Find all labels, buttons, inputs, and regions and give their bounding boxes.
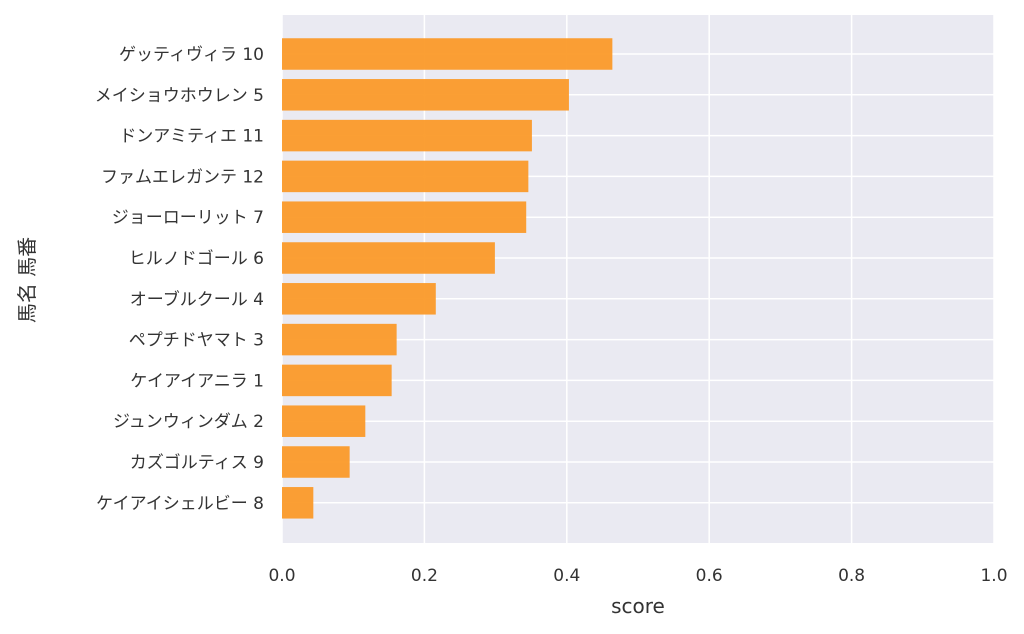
x-tick-label: 0.8 [838, 566, 865, 586]
bar [282, 364, 392, 397]
x-axis-title: score [611, 594, 665, 618]
bars [282, 38, 613, 519]
x-tick-label: 0.4 [553, 566, 580, 586]
bar [282, 79, 569, 111]
bar [282, 446, 350, 478]
category-label: ジュンウィンダム 2 [113, 412, 264, 432]
category-label: ジョーローリット 7 [112, 208, 264, 228]
bar [282, 283, 436, 315]
bar [282, 201, 527, 233]
category-label: ヒルノドゴール 6 [129, 248, 264, 269]
category-label: ファムエレガンテ 12 [101, 167, 264, 187]
category-label: ゲッティヴィラ 10 [119, 45, 264, 65]
x-tick-label: 0.2 [411, 566, 438, 586]
bar [282, 242, 495, 274]
x-tick-labels: 0.0 0.2 0.4 0.6 0.8 1.0 [268, 566, 1007, 586]
bar [282, 323, 397, 356]
category-label: ケイアイシェルビー 8 [96, 494, 264, 514]
bar [282, 38, 613, 70]
category-labels: ゲッティヴィラ 10 メイショウホウレン 5 ドンアミティエ 11 ファムエレガンテ … [95, 45, 264, 514]
category-label: カズゴルティス 9 [130, 452, 264, 473]
bar [282, 160, 529, 193]
category-label: ペプチドヤマト 3 [129, 331, 264, 351]
category-label: ドンアミティエ 11 [119, 127, 264, 147]
y-axis-title: 馬名 馬番 [15, 237, 39, 323]
x-tick-label: 0.0 [268, 566, 295, 586]
category-label: オーブルクール 4 [130, 289, 264, 310]
category-label: ケイアイアニラ 1 [130, 371, 264, 391]
bar [282, 119, 532, 152]
bar [282, 487, 314, 519]
x-tick-label: 0.6 [696, 566, 723, 586]
category-label: メイショウホウレン 5 [95, 86, 264, 106]
x-tick-label: 1.0 [980, 566, 1007, 586]
bar [282, 405, 366, 437]
